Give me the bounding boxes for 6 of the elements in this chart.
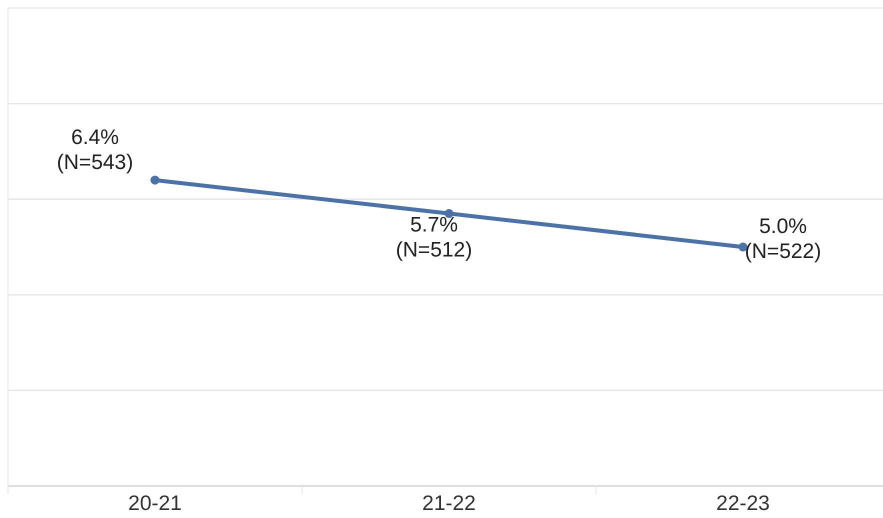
x-tick-label: 21-22 [422,492,476,515]
data-label: 6.4% (N=543) [56,126,134,174]
data-label: 5.0% (N=522) [744,214,822,263]
data-label: 5.7% (N=512) [396,213,472,262]
x-tick-label: 20-21 [128,492,182,515]
x-tick-label: 22-23 [716,492,770,515]
